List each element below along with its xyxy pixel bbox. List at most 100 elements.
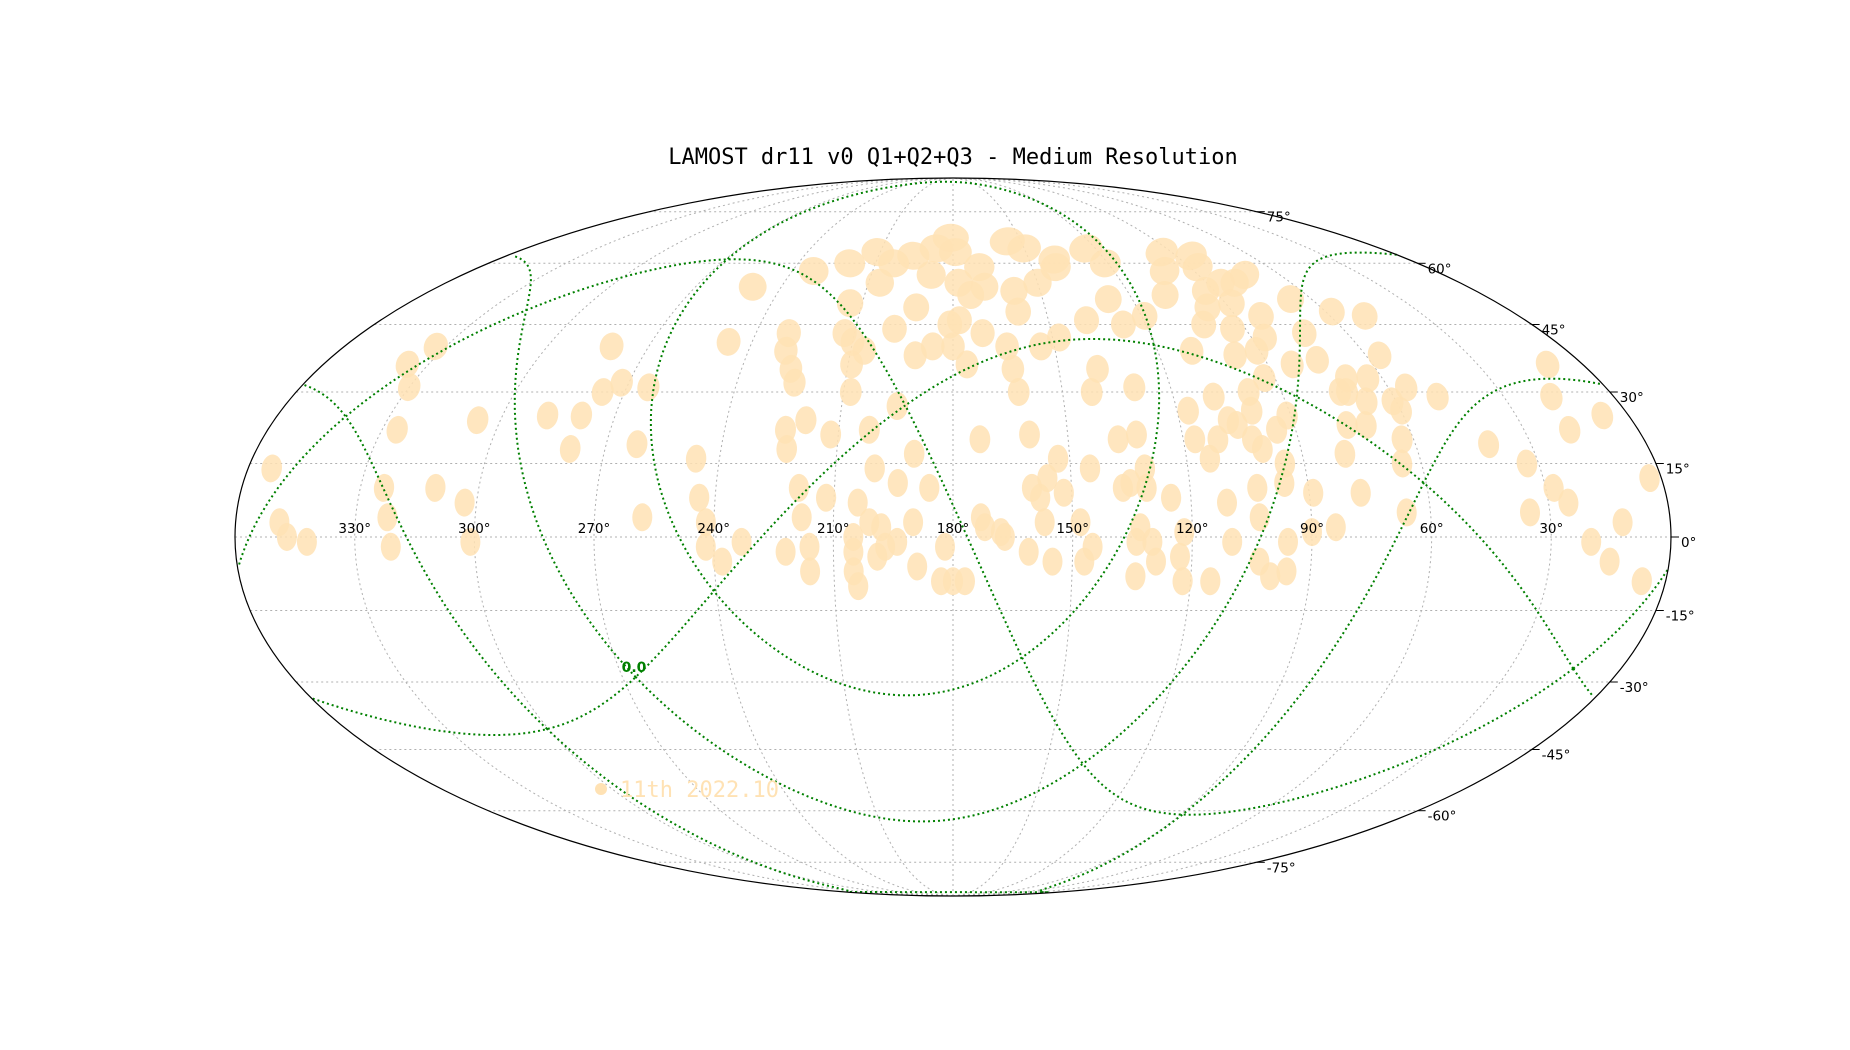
legend: 11th 2022.10	[595, 778, 779, 803]
field-plate	[1029, 332, 1053, 361]
lat-label: -30°	[1620, 680, 1649, 696]
field-plate	[296, 527, 317, 556]
lon-label: 150°	[1056, 521, 1089, 537]
field-plate	[1252, 364, 1276, 393]
field-plate	[423, 332, 448, 361]
field-plate	[1305, 345, 1329, 374]
field-plate	[1110, 310, 1136, 339]
field-plate	[1334, 439, 1356, 468]
field-plate	[397, 373, 421, 402]
field-plate	[1558, 415, 1581, 444]
field-plate	[836, 289, 864, 318]
lat-label: 45°	[1542, 323, 1566, 339]
field-plate	[1038, 245, 1070, 274]
field-plate	[907, 552, 928, 581]
field-plate	[1184, 425, 1206, 454]
field-plate	[1247, 473, 1268, 502]
field-plate	[1543, 473, 1564, 502]
field-plate	[994, 523, 1015, 551]
field-plate	[1086, 354, 1109, 383]
field-plate	[820, 420, 842, 449]
lon-label: 330°	[338, 521, 371, 537]
field-plate	[775, 537, 796, 566]
field-plate	[1631, 567, 1652, 596]
field-plate	[1367, 341, 1392, 370]
field-plate	[1391, 425, 1413, 454]
field-plate	[783, 368, 806, 397]
field-plate	[1252, 435, 1273, 463]
field-plate	[261, 454, 283, 483]
field-plate	[689, 483, 710, 512]
field-plate	[939, 238, 972, 267]
field-plate	[1001, 354, 1025, 383]
lon-label: 90°	[1300, 521, 1324, 537]
field-plate	[1591, 401, 1614, 430]
field-plate	[1394, 373, 1418, 402]
field-plate	[916, 260, 946, 289]
field-plate	[738, 272, 767, 301]
lat-label: 0°	[1681, 535, 1696, 551]
field-plate	[791, 503, 812, 532]
field-plate	[795, 406, 817, 435]
field-plate	[798, 256, 829, 286]
galactic-line	[312, 404, 1594, 736]
field-plate	[1303, 478, 1324, 507]
field-plate	[903, 439, 925, 468]
field-plate	[1519, 498, 1541, 527]
field-plate	[1125, 562, 1146, 591]
field-plate	[848, 572, 869, 601]
meridian-line	[713, 177, 954, 897]
field-plate	[1639, 464, 1660, 493]
field-plate	[1079, 454, 1101, 483]
field-plate	[970, 319, 995, 348]
lon-label: 270°	[578, 521, 611, 537]
meridian-line	[952, 177, 1074, 897]
meridian-line	[832, 177, 954, 897]
field-plate	[536, 401, 559, 430]
field-plate	[1005, 297, 1032, 326]
field-plate	[626, 430, 648, 459]
field-plate	[970, 272, 999, 301]
field-plate	[386, 415, 408, 444]
field-plate	[1276, 557, 1297, 586]
field-plate	[695, 508, 716, 537]
observed-fields	[261, 223, 1660, 601]
field-plate	[1558, 488, 1579, 517]
field-plate	[425, 473, 446, 502]
field-plate	[969, 425, 991, 454]
field-plate	[466, 406, 489, 435]
lon-label: 210°	[817, 521, 850, 537]
field-plate	[1516, 449, 1538, 478]
field-plate	[1126, 420, 1147, 449]
field-plate	[1535, 350, 1560, 379]
lon-label: 240°	[697, 521, 730, 537]
galactic-grid	[238, 180, 1670, 894]
lat-label: 75°	[1267, 210, 1291, 226]
field-plate	[1053, 478, 1074, 507]
field-plate	[954, 567, 976, 596]
field-plate	[712, 547, 733, 576]
field-plate	[1277, 527, 1299, 556]
field-plate	[839, 378, 862, 406]
field-plate	[632, 503, 653, 532]
field-plate	[695, 532, 716, 561]
field-plate	[1080, 378, 1103, 406]
field-plate	[1175, 241, 1207, 271]
field-plate	[1581, 527, 1602, 556]
lon-label: 60°	[1420, 521, 1444, 537]
field-plate	[1207, 425, 1229, 454]
field-plate	[1094, 285, 1122, 314]
field-plate	[903, 293, 930, 322]
field-plate	[1007, 378, 1030, 406]
field-plate	[799, 532, 820, 561]
field-plate	[1390, 396, 1412, 425]
field-plate	[1355, 411, 1377, 439]
field-plate	[1082, 532, 1103, 561]
field-plate	[1007, 234, 1041, 263]
field-plate	[1145, 547, 1167, 576]
field-plate	[1136, 473, 1157, 502]
field-plate	[1260, 562, 1281, 591]
field-plate	[1202, 382, 1225, 411]
lat-label: 60°	[1428, 261, 1452, 277]
